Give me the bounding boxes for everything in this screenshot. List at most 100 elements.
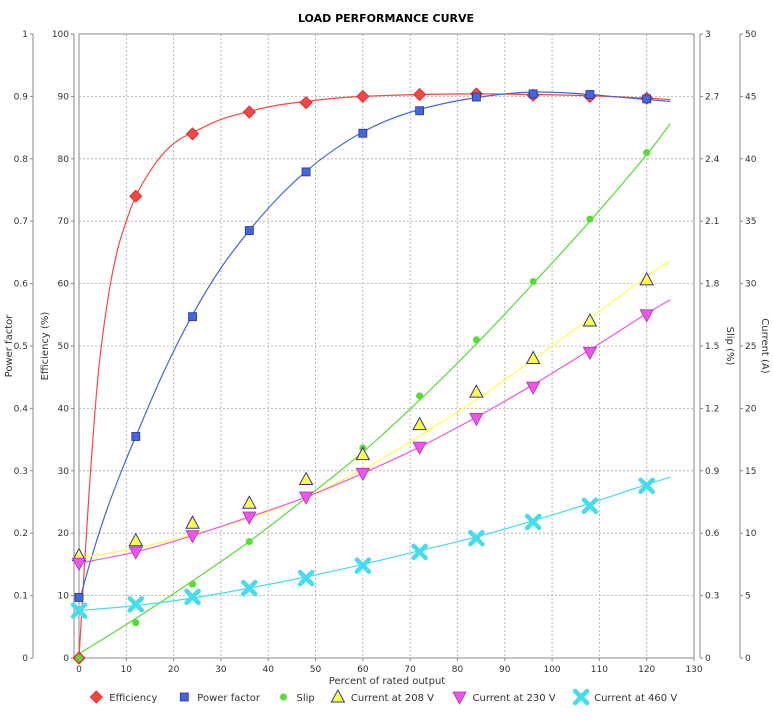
data-point-current-at-460-v-stroke	[127, 596, 145, 613]
data-point-current-at-460-v	[127, 596, 145, 613]
data-point-current-at-208-v	[298, 471, 314, 486]
eff-tick-label: 10	[58, 592, 70, 602]
data-point-current-at-230-v	[242, 511, 257, 525]
legend-label-slip: Slip	[297, 693, 315, 704]
cur-tick-label: 10	[745, 529, 757, 539]
data-point-slip	[586, 215, 594, 223]
legend-symbol-power-factor	[179, 692, 189, 702]
cur-tick-label: 0	[745, 654, 751, 664]
slip-tick-label: 2.7	[705, 92, 719, 102]
pf-tick-label: 1	[22, 30, 28, 40]
cur-tick-label: 20	[745, 404, 757, 414]
data-point-current-at-460-v-stroke	[297, 569, 315, 587]
data-point-current-at-460-v	[70, 602, 88, 619]
data-point-current-at-230-v	[525, 381, 541, 396]
x-tick-label: 100	[543, 665, 560, 675]
data-point-current-at-208-v	[582, 312, 598, 327]
x-tick-label: 50	[310, 665, 322, 675]
data-point-current-at-230-v	[582, 346, 598, 361]
slip-tick-label: 0.9	[705, 467, 720, 477]
eff-tick-label: 80	[58, 155, 70, 165]
data-point-current-at-230-v	[469, 412, 484, 427]
legend-label-power-factor: Power factor	[197, 693, 261, 704]
eff-axis-title: Efficiency (%)	[40, 312, 51, 381]
x-tick-label: 0	[76, 665, 82, 675]
legend-symbol-current-at-460-v-stroke	[572, 688, 590, 706]
data-point-current-at-460-v	[468, 529, 485, 547]
data-point-current-at-460-v	[184, 588, 201, 606]
slip-tick-label: 0.6	[705, 529, 720, 539]
legend-item-current-at-208-v: Current at 208 V	[330, 688, 434, 704]
data-point-current-at-460-v	[241, 579, 258, 597]
data-point-current-at-460-v	[524, 513, 542, 531]
eff-tick-label: 40	[58, 404, 70, 414]
slip-tick-label: 1.2	[705, 404, 719, 414]
data-point-power-factor	[415, 106, 425, 116]
cur-tick-label: 30	[745, 280, 757, 290]
legend-item-power-factor: Power factor	[179, 692, 261, 704]
cur-tick-label: 15	[745, 467, 756, 477]
x-tick-label: 70	[404, 665, 416, 675]
data-point-efficiency	[356, 89, 370, 103]
pf-tick-label: 0.6	[14, 280, 29, 290]
x-tick-label: 60	[357, 665, 369, 675]
slip-tick-label: 1.8	[705, 280, 720, 290]
data-point-current-at-230-v	[185, 530, 200, 544]
data-point-slip	[189, 580, 197, 588]
data-point-current-at-460-v-stroke	[411, 543, 428, 561]
data-point-efficiency	[242, 105, 256, 119]
axes: 0 10 20 30 40 50 60 70 80 90 100 110 120 13000.10.20.…	[4, 30, 770, 675]
pf-tick-label: 0.1	[14, 592, 28, 602]
data-point-current-at-460-v	[581, 497, 599, 514]
data-point-current-at-460-v-stroke	[184, 588, 201, 606]
cur-tick-label: 5	[745, 592, 751, 602]
data-point-power-factor	[188, 312, 197, 322]
pf-tick-label: 0.4	[14, 404, 29, 414]
cur-tick-label: 40	[745, 155, 757, 165]
x-tick-label: 110	[591, 665, 608, 675]
eff-tick-label: 50	[58, 342, 70, 352]
data-point-slip	[75, 654, 83, 662]
data-point-current-at-460-v-stroke	[241, 579, 258, 597]
cur-tick-label: 25	[745, 342, 756, 352]
data-point-efficiency	[129, 189, 143, 203]
data-point-power-factor	[471, 92, 481, 102]
data-point-current-at-208-v	[525, 350, 541, 364]
data-point-current-at-460-v-stroke	[581, 497, 599, 514]
data-point-power-factor	[244, 226, 254, 235]
data-point-current-at-230-v	[355, 467, 371, 482]
data-point-power-factor	[358, 128, 368, 138]
data-point-current-at-208-v	[469, 384, 484, 398]
data-point-power-factor	[131, 432, 141, 441]
data-point-current-at-208-v	[128, 532, 144, 547]
data-point-power-factor	[74, 593, 84, 602]
data-point-current-at-230-v	[298, 491, 314, 505]
data-point-current-at-460-v-stroke	[524, 513, 542, 531]
data-point-current-at-460-v	[411, 543, 428, 561]
data-point-slip	[643, 149, 651, 157]
data-point-current-at-460-v-stroke	[638, 477, 655, 495]
eff-tick-label: 20	[58, 529, 70, 539]
slip-tick-label: 2.1	[705, 217, 719, 227]
legend-symbol-current-at-208-v	[330, 688, 346, 703]
series-markers	[70, 87, 655, 665]
data-point-current-at-460-v-stroke	[354, 557, 372, 574]
data-point-current-at-230-v	[128, 546, 143, 560]
data-point-current-at-460-v	[354, 557, 372, 574]
data-point-current-at-208-v	[355, 446, 371, 461]
data-point-slip	[529, 278, 537, 286]
cur-tick-label: 35	[745, 217, 756, 227]
x-tick-label: 40	[263, 665, 275, 675]
slip-tick-label: 1.5	[705, 342, 719, 352]
x-tick-label: 90	[499, 665, 511, 675]
data-point-slip	[416, 392, 424, 400]
x-tick-label: 80	[452, 665, 464, 675]
slip-tick-label: 0.3	[705, 592, 719, 602]
data-point-current-at-460-v-stroke	[468, 529, 485, 547]
legend-label-current-at-230-v: Current at 230 V	[473, 693, 556, 704]
eff-tick-label: 0	[63, 654, 69, 664]
legend-symbol-current-at-460-v	[572, 688, 590, 706]
data-point-current-at-230-v	[412, 441, 427, 455]
slip-tick-label: 0	[705, 654, 711, 664]
